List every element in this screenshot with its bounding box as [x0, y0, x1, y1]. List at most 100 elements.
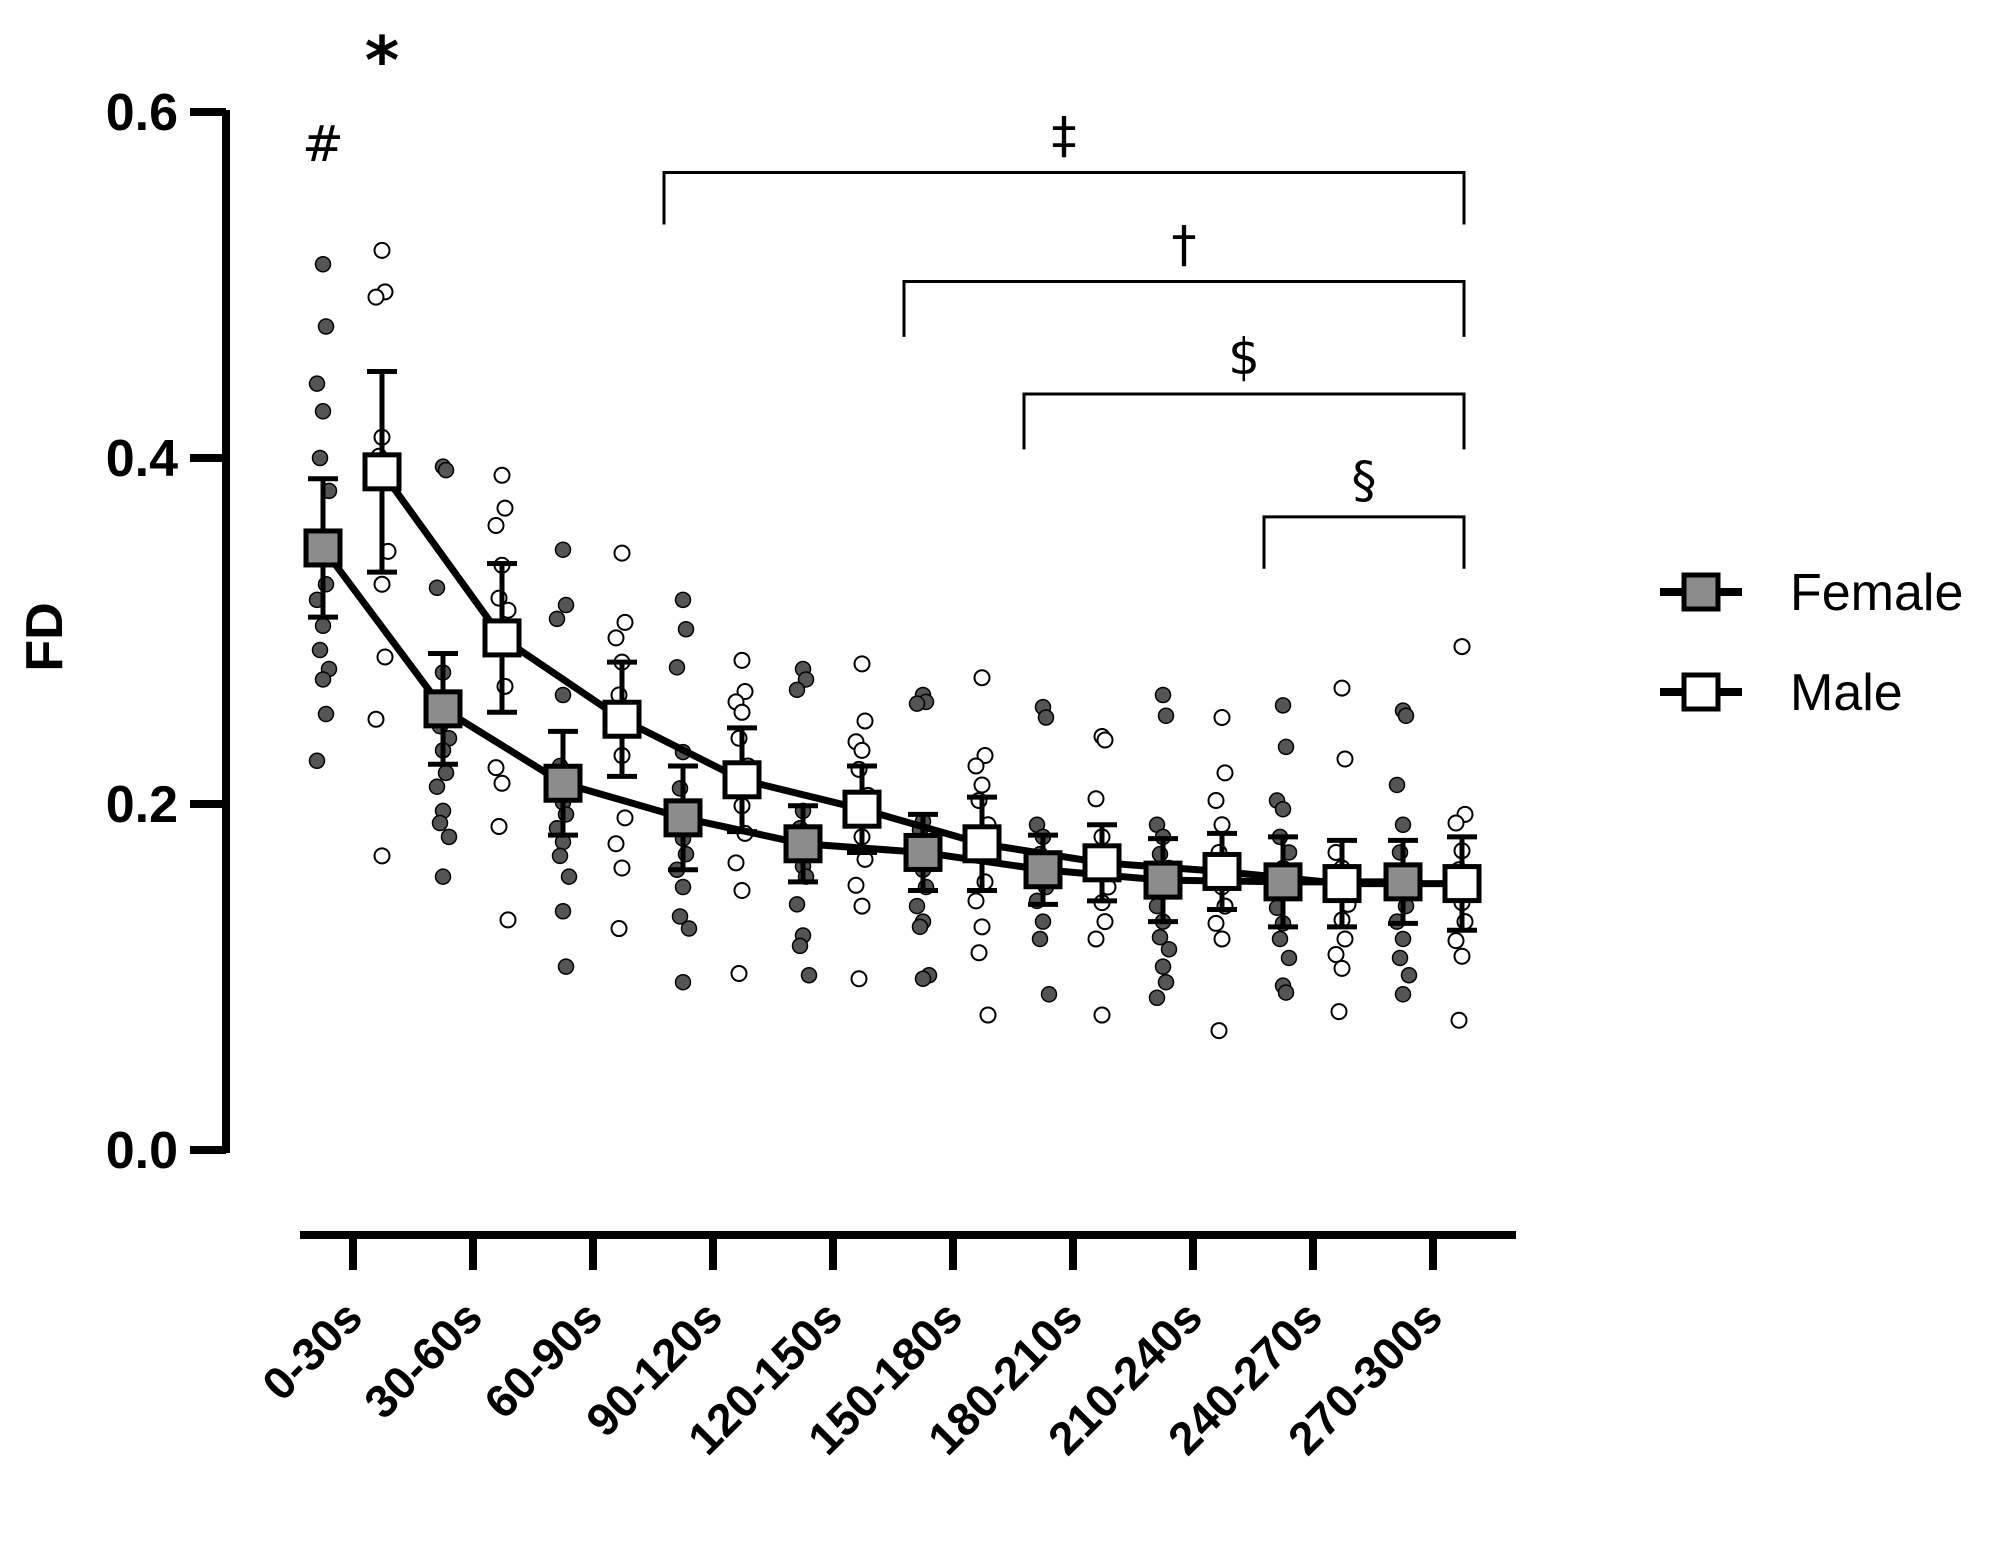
male-point	[973, 776, 991, 794]
male-mean-marker	[1322, 864, 1362, 904]
male-point	[367, 288, 385, 306]
female-point	[554, 686, 572, 704]
y-tick-label: 0.0	[106, 1122, 178, 1180]
male-mean-marker	[1202, 851, 1242, 891]
female-point	[317, 705, 335, 723]
legend-label: Male	[1790, 664, 1903, 722]
female-mean-marker	[423, 689, 463, 729]
y-tick-label: 0.6	[106, 84, 178, 142]
male-mean-marker	[1082, 843, 1122, 883]
male-mean-marker	[602, 699, 642, 739]
female-point	[1277, 984, 1295, 1001]
legend: Female Male	[1660, 564, 1963, 722]
female-point	[1280, 949, 1298, 967]
female-point	[1160, 941, 1178, 958]
male-point	[376, 648, 394, 666]
male-point	[730, 965, 748, 983]
female-point	[1157, 973, 1175, 991]
male-point	[1336, 750, 1354, 768]
male-point	[853, 655, 871, 673]
male-point	[733, 882, 751, 899]
female-mean-marker	[663, 798, 703, 838]
male-point	[1216, 764, 1234, 782]
female-point	[797, 671, 815, 688]
female-point	[548, 610, 566, 628]
significance-symbol: §	[1352, 451, 1377, 509]
significance-bracket	[1022, 392, 1466, 450]
female-point	[914, 970, 932, 987]
female-mean-marker	[1023, 850, 1063, 890]
legend-item-male: Male	[1660, 664, 1903, 722]
male-mean-marker	[722, 760, 762, 800]
legend-marker	[1681, 672, 1721, 712]
female-point	[671, 908, 689, 925]
male-point	[727, 854, 745, 872]
female-point	[554, 541, 572, 558]
female-point	[1277, 738, 1295, 756]
legend-marker	[1681, 572, 1721, 612]
female-point	[1397, 707, 1415, 725]
significance-bracket	[902, 280, 1466, 337]
female-point	[311, 641, 329, 659]
male-point	[1450, 1011, 1468, 1029]
male-point	[616, 809, 634, 827]
significance-bracket	[662, 171, 1466, 225]
significance-bracket	[1262, 515, 1466, 569]
female-point	[431, 814, 449, 832]
male-mean-marker	[842, 789, 882, 829]
female-point	[908, 695, 926, 712]
female-point	[908, 897, 926, 915]
female-point	[1148, 989, 1166, 1007]
female-point	[1394, 816, 1412, 834]
female-point	[1394, 986, 1412, 1003]
female-point	[1157, 707, 1175, 725]
male-point	[1333, 679, 1351, 697]
male-point	[1447, 932, 1465, 950]
female-point	[791, 937, 809, 955]
male-point	[847, 876, 865, 894]
female-point	[560, 868, 578, 885]
female-point	[1400, 967, 1418, 984]
male-point	[610, 920, 628, 938]
significance-annotations: # * ‡ † $ §	[302, 22, 1466, 569]
male-mean-marker	[1442, 864, 1482, 904]
male-point	[1093, 1006, 1111, 1024]
male-point	[853, 741, 871, 759]
female-point	[674, 878, 692, 896]
female-point	[1388, 776, 1406, 794]
male-point	[373, 241, 391, 259]
female-point	[1151, 928, 1169, 946]
female-point	[551, 847, 569, 865]
male-point	[607, 629, 625, 647]
y-tick-label: 0.4	[106, 430, 178, 488]
male-point	[613, 544, 631, 562]
male-point	[1447, 814, 1465, 832]
male-point	[493, 466, 511, 484]
female-point	[800, 967, 818, 984]
female-mean-marker	[783, 824, 823, 864]
female-point	[1274, 800, 1292, 818]
significance-symbol: #	[302, 115, 344, 173]
male-point	[367, 710, 385, 728]
male-point	[496, 499, 514, 517]
male-point	[1087, 930, 1105, 948]
female-point	[314, 671, 332, 688]
female-point	[317, 318, 335, 335]
male-mean-marker	[482, 618, 522, 658]
male-point	[1213, 930, 1231, 948]
female-point	[1274, 697, 1292, 714]
female-point	[1394, 930, 1412, 948]
female-mean-marker	[303, 528, 343, 568]
female-point	[680, 920, 698, 937]
male-mean-marker	[962, 824, 1002, 864]
male-point	[1333, 959, 1351, 977]
male-point	[490, 817, 508, 835]
male-point	[616, 613, 634, 631]
significance-symbol: ‡	[1052, 107, 1077, 165]
axes: 0.00.20.40.60-30s30-60s60-90s90-120s120-…	[106, 84, 1516, 1465]
male-point	[493, 774, 511, 792]
male-point	[1207, 792, 1225, 810]
male-point	[1207, 914, 1225, 932]
male-point	[607, 835, 625, 853]
male-point	[853, 897, 871, 915]
